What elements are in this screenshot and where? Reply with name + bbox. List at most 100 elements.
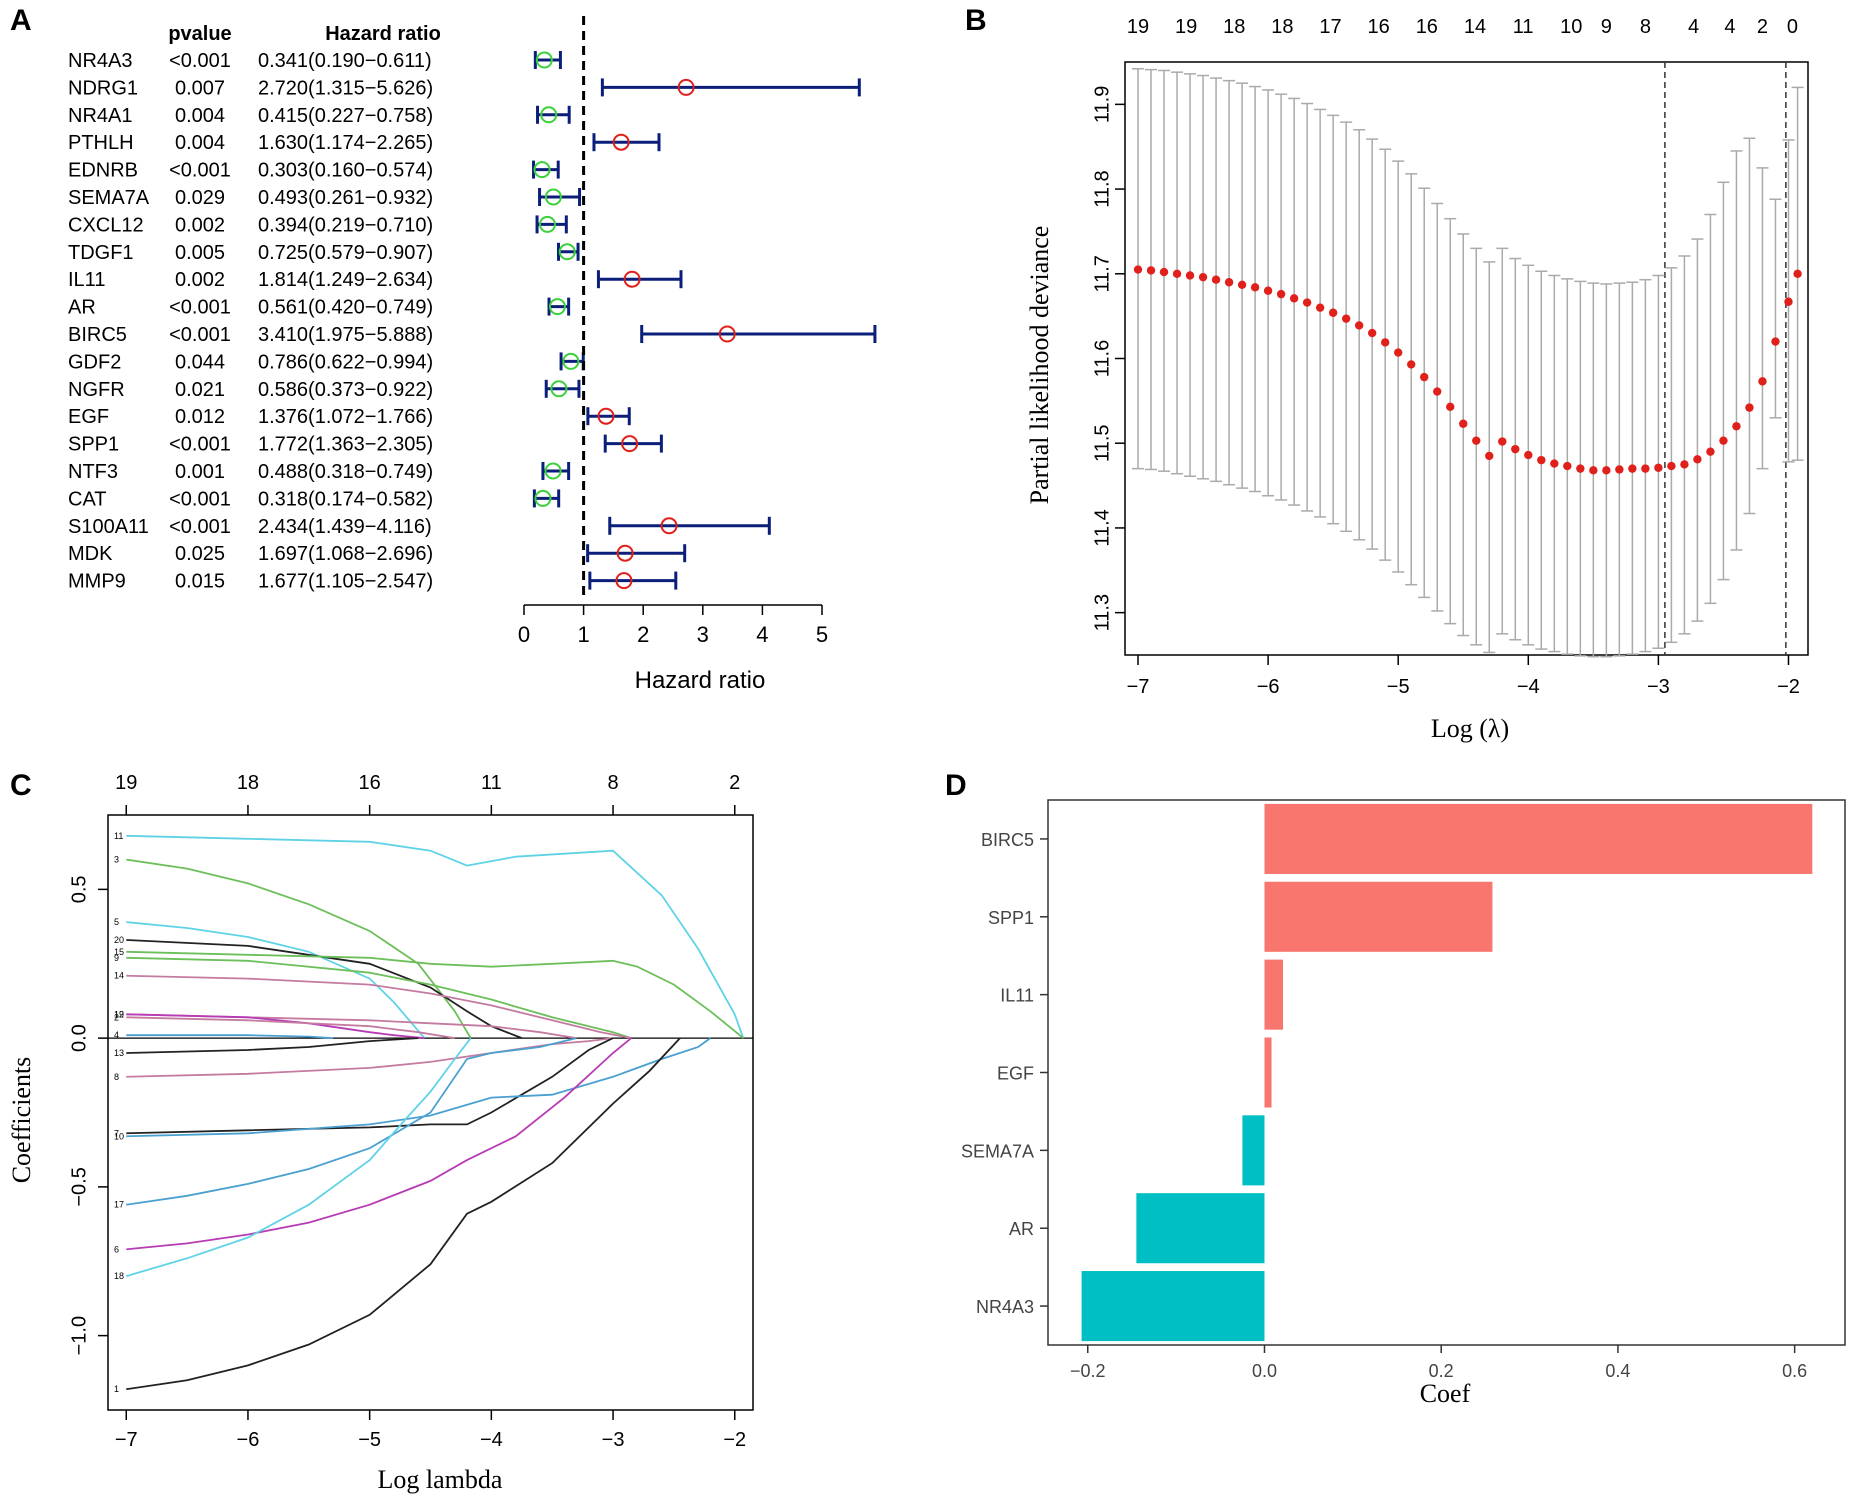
path-x-tick-label: −6 — [237, 1429, 260, 1451]
forest-row-hr-text: 1.677(1.105−2.547) — [258, 571, 433, 593]
cv-mean-point — [1394, 348, 1403, 357]
forest-row-hr-text: 0.493(0.261−0.932) — [258, 187, 433, 209]
forest-row-pvalue: <0.001 — [169, 488, 231, 510]
path-series-line — [126, 1037, 614, 1078]
forest-row-gene-label: MMP9 — [68, 571, 126, 593]
forest-row-hr-text: 2.434(1.439−4.116) — [258, 516, 432, 538]
cv-x-tick-label: −5 — [1387, 676, 1410, 698]
cv-mean-point — [1433, 387, 1442, 396]
cv-mean-point — [1615, 465, 1624, 474]
cv-top-tick-label: 10 — [1560, 16, 1582, 38]
forest-x-tick-label: 5 — [816, 622, 828, 647]
forest-row-gene-label: SEMA7A — [68, 187, 150, 209]
cv-mean-point — [1680, 460, 1689, 469]
cv-mean-point — [1771, 337, 1780, 346]
forest-row-pvalue: <0.001 — [169, 297, 231, 319]
path-top-tick-label: 8 — [607, 772, 618, 794]
path-x-tick-label: −4 — [480, 1429, 503, 1451]
forest-row-gene-label: EGF — [68, 406, 109, 428]
forest-point — [621, 435, 639, 453]
coef-bar — [1081, 1271, 1265, 1342]
forest-row-hr-text: 0.318(0.174−0.582) — [258, 488, 433, 510]
forest-row-hr-text: 2.720(1.315−5.626) — [258, 77, 433, 99]
forest-x-tick-label: 0 — [518, 622, 530, 647]
cv-mean-point — [1302, 298, 1312, 307]
cv-top-tick-label: 18 — [1271, 16, 1293, 38]
forest-point — [544, 188, 562, 206]
cv-mean-point — [1589, 466, 1598, 475]
coef-bar — [1264, 881, 1493, 952]
coef-x-tick-label: 0.6 — [1782, 1361, 1807, 1381]
coef-bar — [1136, 1193, 1265, 1264]
forest-point — [534, 489, 552, 507]
forest-row-pvalue: 0.015 — [175, 571, 225, 593]
cv-mean-point — [1420, 372, 1429, 382]
path-y-tick-label: −0.5 — [68, 1167, 90, 1206]
path-top-tick-label: 18 — [237, 772, 259, 794]
path-series-line — [126, 950, 744, 1039]
cv-deviance-panel: −7 −6 −5 −4 −3 −2 11.3 11.4 11.5 11.6 11.7 11.8 11.9… — [1025, 16, 1809, 743]
forest-row-hr-text: 3.410(1.975−5.888) — [258, 324, 433, 346]
cv-mean-point — [1654, 463, 1663, 472]
coef-category-label: NR4A3 — [976, 1297, 1034, 1317]
cv-mean-point — [1380, 338, 1390, 347]
cv-top-tick-label: 8 — [1640, 16, 1651, 38]
forest-row-pvalue: 0.021 — [175, 379, 225, 401]
cv-y-axis-title: Partial likelihood deviance — [1025, 226, 1054, 505]
path-series-label: 9 — [114, 953, 119, 963]
path-x-tick-label: −5 — [358, 1429, 381, 1451]
forest-row-gene-label: BIRC5 — [68, 324, 127, 346]
forest-row-pvalue: 0.002 — [175, 214, 225, 236]
path-series-label: 11 — [114, 831, 123, 841]
path-series-label: 1 — [114, 1384, 119, 1394]
cv-x-tick-label: −4 — [1517, 676, 1540, 698]
forest-row-pvalue: 0.029 — [175, 187, 225, 209]
coef-x-axis-title: Coef — [1420, 1379, 1471, 1408]
forest-row-gene-label: NGFR — [68, 379, 125, 401]
cv-top-tick-label: 14 — [1464, 16, 1486, 38]
forest-x-tick-label: 4 — [756, 622, 768, 647]
forest-row-hr-text: 0.786(0.622−0.994) — [258, 351, 433, 373]
cv-top-tick-label: 0 — [1787, 16, 1798, 38]
forest-row-pvalue: 0.002 — [175, 269, 225, 291]
cv-top-tick-label: 2 — [1757, 16, 1768, 38]
cv-x-tick-label: −6 — [1257, 676, 1280, 698]
path-top-tick-label: 11 — [481, 772, 502, 794]
forest-row-pvalue: <0.001 — [169, 160, 231, 182]
path-series-label: 18 — [114, 1271, 124, 1281]
forest-row-gene-label: SPP1 — [68, 434, 119, 456]
path-series-label: 17 — [114, 1200, 124, 1210]
cv-mean-point — [1315, 303, 1325, 312]
path-top-tick-label: 16 — [359, 772, 381, 794]
panel-letter-d: D — [945, 769, 967, 802]
forest-point — [558, 243, 576, 261]
path-series-line — [126, 1037, 614, 1135]
forest-row-pvalue: 0.007 — [175, 77, 225, 99]
forest-row-gene-label: NDRG1 — [68, 77, 138, 99]
path-series-label: 6 — [114, 1244, 119, 1254]
forest-row-gene-label: CXCL12 — [68, 214, 144, 236]
forest-row-pvalue: 0.001 — [175, 461, 225, 483]
path-series-label: 12 — [114, 1009, 124, 1019]
path-y-axis-title: Coefficients — [7, 1057, 36, 1184]
path-y-tick-label: 0.0 — [68, 1024, 90, 1052]
path-plot-frame — [107, 814, 754, 1411]
forest-point — [533, 161, 551, 179]
coef-category-label: EGF — [997, 1064, 1034, 1084]
cv-mean-point — [1172, 269, 1182, 278]
forest-row-hr-text: 1.630(1.174−2.265) — [258, 132, 433, 154]
forest-point — [535, 51, 553, 69]
path-series-line — [126, 1037, 419, 1054]
forest-row-gene-label: AR — [68, 297, 96, 319]
coefficient-path-panel: −7 −6 −5 −4 −3 −2−1.0−0.50.00.519 18 16 11 8 21135… — [7, 772, 754, 1494]
cv-top-tick-label: 17 — [1319, 16, 1341, 38]
forest-point — [597, 407, 615, 425]
coef-x-tick-label: 0.4 — [1605, 1361, 1630, 1381]
forest-row-gene-label: GDF2 — [68, 351, 121, 373]
cv-mean-point — [1576, 464, 1585, 473]
coef-category-label: AR — [1009, 1219, 1034, 1239]
forest-row-gene-label: CAT — [68, 488, 107, 510]
path-series-line — [126, 1016, 455, 1039]
cv-mean-point — [1498, 437, 1507, 446]
coef-bar — [1264, 803, 1813, 874]
